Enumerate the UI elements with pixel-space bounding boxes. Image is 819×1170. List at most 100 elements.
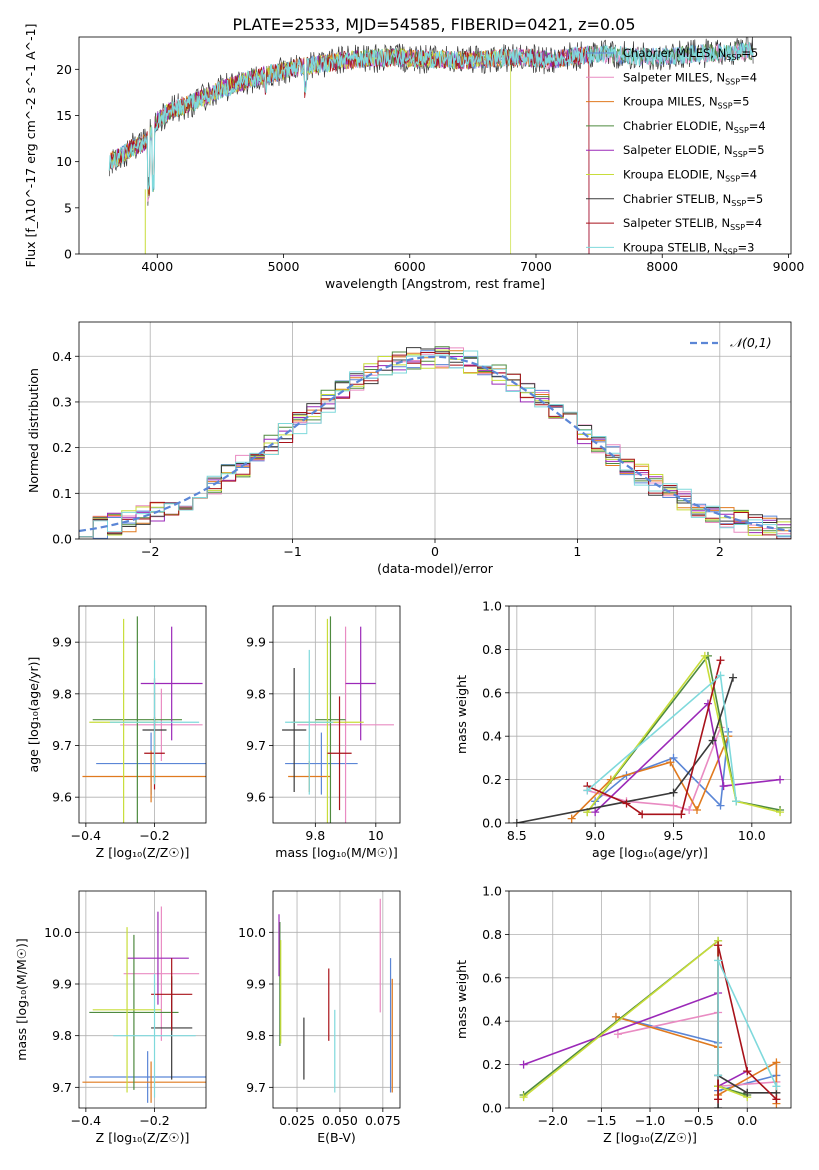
legend-subscript: SSP: [725, 77, 740, 86]
x-axis-label: Z [log₁₀(Z/Z☉)]: [603, 1130, 697, 1145]
legend-label: 𝒩(0,1): [730, 335, 772, 350]
weight-point: [772, 1082, 781, 1091]
spectrum-legend: Chabrier MILES, NSSP=5 Salpeter MILES, NS…: [586, 46, 766, 256]
weight-point: [669, 753, 678, 762]
weight-point: [622, 799, 631, 808]
spectrum-line-5: [108, 48, 512, 254]
weight-point: [666, 758, 675, 767]
weight-line-0: [615, 1016, 777, 1092]
figure-title: PLATE=2533, MJD=54585, FIBERID=0421, z=0…: [232, 15, 635, 34]
weight-line-4: [594, 701, 781, 813]
y-tick-label: 0.0: [482, 1101, 502, 1116]
legend-label: Kroupa MILES, NSSP=5: [623, 95, 749, 111]
legend-label: Salpeter STELIB, NSSP=4: [623, 216, 762, 232]
x-tick-label: −2: [141, 544, 159, 559]
axes-frame: [272, 890, 401, 1109]
weight-point: [613, 1030, 622, 1039]
y-tick-label: 9.9: [246, 635, 266, 650]
weight-point: [772, 1095, 781, 1104]
legend-subscript: SSP: [723, 247, 738, 256]
weight-point: [519, 1060, 528, 1069]
mass-vs-metallicity-panel: −0.4 −0.2 9.7 9.8 9.9 10.0 Z [log₁₀(Z/Z☉)] mass…: [14, 890, 207, 1145]
weight-line-5: [586, 654, 781, 813]
y-tick-label: 0.2: [482, 1057, 502, 1072]
legend-value: =5: [746, 192, 763, 206]
x-tick-label: 1: [573, 544, 581, 559]
y-axis-label: mass [log₁₀(M/M☉)]: [14, 938, 29, 1060]
legend-label: Chabrier ELODIE, NSSP=4: [623, 119, 766, 135]
y-tick-label: 9.8: [52, 686, 72, 701]
x-tick-label: 0.075: [365, 1113, 401, 1128]
x-tick-label: 10.0: [738, 828, 766, 843]
y-tick-label: 0.8: [482, 642, 502, 657]
legend-label: Salpeter ELODIE, NSSP=5: [623, 143, 765, 159]
weight-point: [714, 1095, 723, 1104]
weight-point: [638, 810, 647, 819]
weight-point: [732, 797, 741, 806]
y-tick-label: 9.8: [246, 686, 266, 701]
y-tick-label: 9.6: [246, 790, 266, 805]
axes-frame: [78, 321, 792, 540]
x-tick-label: 7000: [520, 259, 552, 274]
legend-subscript: SSP: [731, 199, 746, 208]
y-tick-label: 9.8: [246, 1028, 266, 1043]
spectrum-line-7: [108, 46, 590, 254]
y-tick-label: 0: [64, 247, 72, 262]
legend-label: Kroupa STELIB, NSSP=3: [623, 240, 754, 256]
y-axis-label: mass weight: [454, 960, 469, 1039]
y-tick-label: 0.2: [52, 440, 72, 455]
x-tick-label: 9000: [773, 259, 805, 274]
legend-label: Chabrier MILES, NSSP=5: [623, 46, 758, 62]
y-tick-label: 9.7: [246, 1080, 266, 1095]
legend-subscript: SSP: [734, 126, 749, 135]
x-axis-label: age [log₁₀(age/yr)]: [592, 845, 708, 860]
plot-area: [79, 891, 206, 1108]
axes-frame: [78, 605, 207, 824]
weight-point: [776, 808, 785, 817]
y-axis-label: mass weight: [454, 675, 469, 754]
y-tick-label: 10.0: [238, 925, 266, 940]
x-tick-label: 0.0: [737, 1113, 757, 1128]
weight-point: [772, 1058, 781, 1067]
x-tick-label: 8000: [646, 259, 678, 274]
legend-subscript: SSP: [730, 223, 745, 232]
y-tick-label: 10.0: [44, 925, 72, 940]
y-tick-label: 10: [56, 154, 72, 169]
weight-point: [611, 1012, 620, 1021]
y-tick-label: 15: [56, 108, 72, 123]
weight-point: [685, 805, 694, 814]
y-tick-label: 9.7: [52, 738, 72, 753]
weight-point: [743, 1067, 752, 1076]
weight-point: [729, 673, 738, 682]
weight-point: [776, 775, 785, 784]
weight-point: [512, 819, 521, 823]
weight-point: [708, 736, 717, 745]
legend-label: Kroupa ELODIE, NSSP=4: [623, 168, 757, 184]
y-tick-label: 9.9: [52, 977, 72, 992]
axes-frame: [272, 605, 401, 824]
x-tick-label: −0.5: [683, 1113, 713, 1128]
weight-line-3: [586, 654, 781, 813]
plot-area: [79, 606, 206, 823]
y-tick-label: 0.8: [482, 927, 502, 942]
legend-subscript: SSP: [733, 150, 748, 159]
x-axis-label: Z [log₁₀(Z/Z☉)]: [96, 1130, 190, 1145]
y-axis-label: Flux [f_λ10^-17 erg cm^-2 s^-1 A^-1]: [23, 24, 38, 268]
weight-point: [693, 805, 701, 814]
y-tick-label: 0.2: [482, 772, 502, 787]
weight-point: [716, 801, 725, 810]
weight-point: [714, 941, 723, 950]
legend-label: Chabrier STELIB, NSSP=5: [623, 192, 763, 208]
legend-subscript: SSP: [725, 175, 740, 184]
y-tick-label: 0.0: [482, 816, 502, 831]
legend-value: =5: [741, 46, 758, 60]
weight-point: [591, 808, 600, 817]
weight-point: [583, 786, 592, 795]
weight-line-5: [523, 939, 748, 1098]
x-tick-label: 8.5: [507, 828, 527, 843]
x-tick-label: 5000: [268, 259, 300, 274]
mass-vs-ebv-panel: 0.025 0.050 0.075 9.7 9.8 9.9 10.0 E(B-V): [238, 890, 401, 1145]
spectrum-line-4: [108, 45, 590, 254]
y-tick-label: 0.1: [52, 486, 72, 501]
